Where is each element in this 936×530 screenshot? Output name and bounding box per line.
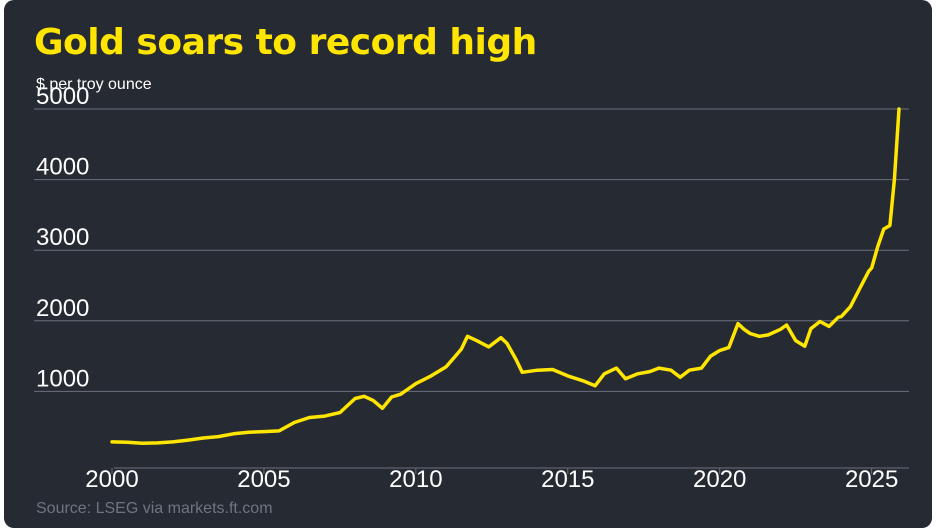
series-group (110, 107, 901, 446)
x-tick-label: 2025 (845, 466, 898, 493)
x-tick-label: 2015 (541, 466, 594, 493)
y-tick-label: 3000 (36, 224, 89, 251)
x-tick-label: 2020 (693, 466, 746, 493)
source-note: Source: LSEG via markets.ft.com (36, 500, 273, 517)
y-axis-tick-labels: 1000 2000 3000 4000 5000 (36, 83, 89, 392)
y-tick-label: 4000 (36, 154, 89, 181)
x-tick-label: 2000 (85, 466, 138, 493)
gridlines (34, 108, 909, 392)
y-axis-unit-label: $ per troy ounce (36, 76, 152, 93)
chart-card: Gold soars to record high $ per troy oun… (4, 0, 932, 528)
y-tick-label: 5000 (36, 83, 89, 110)
line-chart: 1000 2000 3000 4000 5000 2000 2005 2010 2015 202… (34, 83, 909, 493)
gold-price-line (110, 107, 901, 446)
x-axis-tick-labels: 2000 2005 2010 2015 2020 2025 (85, 466, 898, 493)
x-tick-label: 2005 (237, 466, 290, 493)
y-tick-label: 2000 (36, 295, 89, 322)
y-tick-label: 1000 (36, 365, 89, 392)
chart-title: Gold soars to record high (34, 22, 537, 63)
x-tick-label: 2010 (389, 466, 442, 493)
